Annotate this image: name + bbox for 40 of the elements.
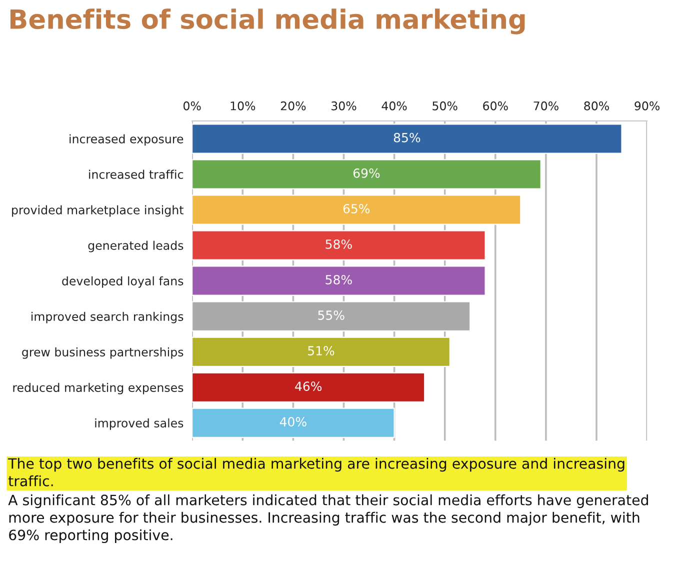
data-label: 58%: [326, 274, 352, 284]
x-tick-label: 30%: [332, 101, 356, 110]
y-tick-label: grew business partnerships: [22, 347, 184, 359]
data-label: 85%: [394, 132, 420, 142]
x-tick-label: 90%: [634, 101, 660, 110]
y-tick-label: generated leads: [88, 240, 184, 252]
bar: [192, 301, 471, 332]
y-tick-label: increased exposure: [70, 134, 184, 146]
bar: [192, 408, 395, 438]
data-label: 58%: [326, 239, 352, 249]
data-label: 65%: [343, 204, 370, 214]
y-tick-label: developed loyal fans: [62, 276, 184, 288]
x-tick-label: 10%: [230, 101, 256, 110]
x-tick-label: 40%: [382, 101, 407, 110]
bar: [192, 159, 542, 190]
data-label: 55%: [318, 310, 344, 320]
bar: [192, 372, 426, 402]
bar: [192, 336, 450, 367]
data-label: 46%: [295, 382, 322, 391]
y-tick-label: increased traffic: [89, 170, 184, 179]
y-tick-label: improved search rankings: [32, 312, 184, 324]
text: The top two benefits of social media marketing are increasing exposure and increasing traffic.: [8, 458, 624, 486]
y-tick-label: provided marketplace insight: [12, 205, 184, 217]
chart-title: Benefits of social media marketing: [10, 8, 525, 34]
x-tick-label: 70%: [534, 101, 558, 110]
data-label: 40%: [280, 417, 306, 427]
x-tick-label: 20%: [280, 101, 306, 110]
data-label: 51%: [308, 346, 334, 356]
x-tick-label: 60%: [483, 101, 508, 110]
data-label: 69%: [353, 168, 380, 178]
x-tick-label: 0%: [184, 101, 201, 110]
y-tick-label: improved sales: [95, 418, 184, 430]
bar: [192, 194, 522, 225]
x-tick-label: 50%: [432, 101, 458, 110]
bar: [192, 266, 486, 296]
bar: [192, 230, 486, 260]
bar: [192, 124, 622, 154]
x-tick-label: 80%: [584, 101, 609, 110]
y-tick-label: reduced marketing expenses: [13, 382, 184, 394]
text: A significant 85% of all marketers indicated that their social media efforts have generated more exposure for their businesses. Increasing traffic was the second major benefit, with 69% reporting positive.: [8, 494, 648, 544]
